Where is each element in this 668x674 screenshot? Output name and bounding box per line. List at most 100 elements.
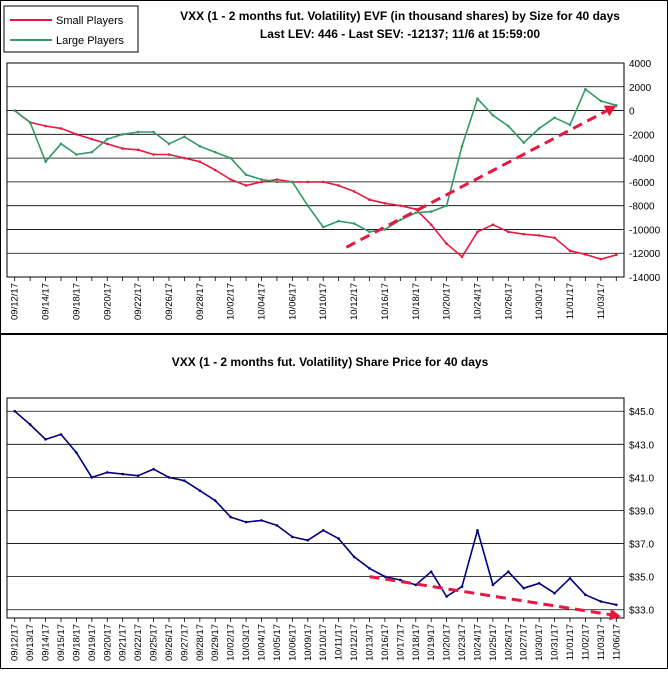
data-point-price: [167, 476, 171, 479]
legend: Small Players Large Players: [3, 5, 139, 53]
x-tick-label: 09/18/17: [71, 624, 82, 661]
data-point-large-players: [491, 114, 495, 117]
data-point-small-players: [306, 180, 310, 184]
data-point-large-players: [599, 99, 603, 103]
data-point-large-players: [429, 210, 433, 213]
x-tick-label: 11/01/17: [565, 283, 576, 319]
chart-subtitle: Last LEV: 446 - Last SEV: -12137; 11/6 a…: [260, 27, 540, 41]
data-point-small-players: [244, 184, 248, 187]
trendline-dashed: [345, 104, 617, 249]
data-point-small-players: [136, 148, 140, 152]
data-point-price: [522, 586, 526, 590]
data-point-large-players: [522, 141, 526, 144]
data-point-price: [414, 583, 418, 587]
data-point-price: [584, 593, 587, 597]
y-tick-label: -10000: [629, 225, 661, 236]
data-point-small-players: [198, 160, 202, 163]
data-point-price: [476, 529, 479, 532]
data-point-small-players: [568, 249, 572, 253]
y-tick-label: $35.0: [629, 573, 654, 584]
data-point-small-players: [491, 223, 495, 226]
y-tick-label: -12000: [629, 249, 661, 260]
x-tick-label: 10/18/17: [411, 283, 422, 320]
data-point-small-players: [368, 198, 371, 202]
y-tick-label: $33.0: [629, 606, 654, 617]
x-tick-label: 09/19/17: [87, 624, 98, 661]
x-tick-label: 10/04/17: [257, 624, 268, 661]
x-tick-label: 11/03/17: [596, 283, 607, 319]
data-point-small-players: [229, 178, 232, 181]
data-point-large-players: [260, 178, 263, 181]
data-point-large-players: [152, 130, 155, 134]
x-tick-label: 10/06/17: [287, 624, 298, 661]
x-tick-label: 09/22/17: [133, 283, 144, 320]
x-tick-label: 09/28/17: [195, 624, 206, 661]
y-tick-label: -2000: [629, 130, 655, 141]
data-point-price: [321, 529, 325, 532]
x-tick-label: 09/13/17: [25, 624, 36, 661]
data-point-price: [568, 577, 572, 580]
y-tick-label: 4000: [629, 59, 652, 70]
data-point-small-players: [152, 153, 155, 156]
data-point-price: [275, 524, 279, 527]
x-tick-label: 09/21/17: [118, 624, 129, 661]
data-point-large-players: [414, 211, 418, 215]
evf-chart-panel: VXX (1 - 2 months fut. Volatility) EVF (…: [0, 0, 668, 334]
data-point-large-players: [136, 130, 140, 134]
data-point-large-players: [275, 180, 279, 184]
series-line-price: [14, 410, 617, 606]
data-point-small-players: [614, 253, 618, 257]
data-point-price: [244, 520, 248, 524]
data-point-price: [75, 451, 78, 454]
legend-label-small-players: Small Players: [56, 15, 124, 27]
evf-plot-area: 4000 2000 0 -2000 -4000 -6000 -8000 -10000 -1200…: [6, 59, 661, 320]
data-point-price: [352, 555, 356, 559]
x-tick-label: 09/12/17: [10, 624, 21, 661]
x-tick-label: 10/30/17: [534, 283, 545, 320]
data-point-large-players: [368, 230, 371, 234]
data-point-price: [614, 603, 618, 607]
data-point-small-players: [352, 190, 356, 193]
x-tick-label: 09/25/17: [149, 624, 160, 661]
x-tick-label: 10/24/17: [472, 283, 483, 320]
y-tick-label: 0: [629, 107, 635, 118]
evf-chart: VXX (1 - 2 months fut. Volatility) EVF (…: [0, 0, 668, 334]
chart-title: VXX (1 - 2 months fut. Volatility) Share…: [172, 355, 489, 369]
x-tick-label: 09/15/17: [56, 624, 67, 661]
x-tick-label: 09/14/17: [41, 624, 52, 661]
data-point-large-players: [183, 135, 186, 139]
price-chart: VXX (1 - 2 months fut. Volatility) Share…: [0, 334, 668, 669]
data-point-small-players: [213, 168, 217, 172]
data-point-small-players: [275, 178, 279, 181]
data-point-price: [13, 409, 17, 413]
x-tick-label: 11/03/17: [596, 624, 607, 660]
data-point-price: [105, 471, 109, 474]
x-tick-label: 11/02/17: [580, 624, 591, 660]
data-point-large-players: [321, 225, 325, 229]
data-point-small-players: [522, 232, 526, 236]
price-plot-area: $45.0 $43.0 $41.0 $39.0 $37.0 $35.0 $33.0 09/12…: [6, 397, 654, 661]
data-point-price: [136, 474, 140, 478]
x-tick-label: 10/18/17: [411, 624, 422, 661]
x-tick-label: 09/18/17: [71, 283, 82, 320]
x-tick-label: 10/10/17: [318, 624, 329, 661]
data-point-price: [399, 578, 402, 582]
x-tick-label: 10/10/17: [318, 283, 329, 320]
data-point-small-players: [460, 255, 464, 259]
y-tick-label: $45.0: [629, 407, 654, 418]
data-point-price: [152, 467, 155, 471]
data-point-price: [260, 519, 263, 522]
series-line-small-players: [14, 109, 617, 261]
price-chart-panel: VXX (1 - 2 months fut. Volatility) Share…: [0, 334, 668, 669]
data-point-small-players: [105, 142, 109, 146]
x-tick-label: 09/22/17: [133, 624, 144, 661]
x-tick-label: 10/04/17: [257, 283, 268, 320]
x-tick-label: 10/05/17: [272, 624, 283, 661]
data-point-price: [553, 591, 556, 595]
y-tick-label: $37.0: [629, 540, 654, 551]
data-point-large-players: [121, 133, 124, 136]
y-tick-label: $43.0: [629, 440, 654, 451]
data-point-price: [429, 570, 433, 573]
x-tick-label: 10/20/17: [442, 624, 453, 661]
series-line-large-players: [14, 88, 617, 233]
